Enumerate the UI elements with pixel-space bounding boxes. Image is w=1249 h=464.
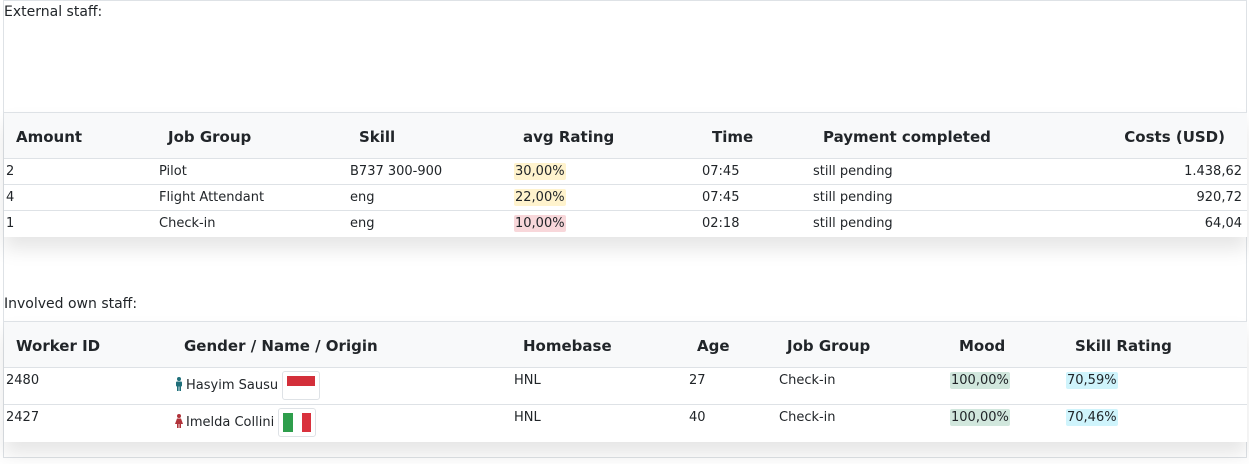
gender-name-origin-cell: Imelda Collini <box>174 408 317 437</box>
male-icon <box>176 377 182 391</box>
column-header-mood: Mood <box>959 337 1006 355</box>
italy-flag-icon <box>278 408 317 437</box>
external-staff-header-row: Amount Job Group Skill avg Rating Time P… <box>4 112 1247 159</box>
column-header-skill-rating: Skill Rating <box>1075 337 1172 355</box>
table-row: 2 Pilot B737 300-900 30,00% 07:45 still … <box>4 159 1247 185</box>
own-staff-table: Worker ID Gender / Name / Origin Homebas… <box>4 321 1247 442</box>
skill-cell: eng <box>350 190 375 205</box>
indonesia-flag-icon <box>282 371 321 400</box>
skill-cell: eng <box>350 216 375 231</box>
external-staff-table: Amount Job Group Skill avg Rating Time P… <box>4 112 1247 237</box>
column-header-payment-completed: Payment completed <box>823 128 991 146</box>
amount-cell: 1 <box>6 216 15 231</box>
column-header-time: Time <box>712 128 754 146</box>
column-header-costs: Costs (USD) <box>1124 128 1225 146</box>
skill-rating-badge: 70,59% <box>1066 372 1118 389</box>
avg-rating-badge: 10,00% <box>514 215 566 232</box>
table-row: 2480 Hasyim Sausu HNL 27 Check-in 100,00… <box>4 368 1247 405</box>
column-header-worker-id: Worker ID <box>16 337 101 355</box>
skill-rating-badge: 70,46% <box>1066 409 1118 426</box>
homebase-cell: HNL <box>514 410 541 425</box>
amount-cell: 2 <box>6 164 15 179</box>
avg-rating-badge: 30,00% <box>514 163 566 180</box>
column-header-age: Age <box>697 337 730 355</box>
own-staff-label: Involved own staff: <box>4 296 138 312</box>
costs-cell: 1.438,62 <box>1184 164 1242 179</box>
age-cell: 27 <box>689 373 706 388</box>
job-group-cell: Pilot <box>159 164 187 179</box>
column-header-skill: Skill <box>359 128 396 146</box>
skill-cell: B737 300-900 <box>350 164 443 179</box>
payment-status-cell: still pending <box>813 190 893 205</box>
column-header-job-group: Job Group <box>168 128 252 146</box>
homebase-cell: HNL <box>514 373 541 388</box>
worker-id-cell: 2480 <box>6 373 40 388</box>
avg-rating-badge: 22,00% <box>514 189 566 206</box>
own-staff-header-row: Worker ID Gender / Name / Origin Homebas… <box>4 321 1247 368</box>
costs-cell: 64,04 <box>1204 216 1242 231</box>
column-header-amount: Amount <box>16 128 83 146</box>
job-group-cell: Flight Attendant <box>159 190 265 205</box>
worker-name: Hasyim Sausu <box>186 378 279 393</box>
column-header-homebase: Homebase <box>523 337 612 355</box>
column-header-gender-name-origin: Gender / Name / Origin <box>184 337 378 355</box>
time-cell: 02:18 <box>702 216 740 231</box>
costs-cell: 920,72 <box>1196 190 1243 205</box>
mood-badge: 100,00% <box>950 409 1010 426</box>
age-cell: 40 <box>689 410 706 425</box>
amount-cell: 4 <box>6 190 15 205</box>
mood-badge: 100,00% <box>950 372 1010 389</box>
table-row: 2427 Imelda Collini HNL 40 Check-in 100,… <box>4 405 1247 442</box>
payment-status-cell: still pending <box>813 164 893 179</box>
female-icon <box>175 414 183 428</box>
worker-id-cell: 2427 <box>6 410 40 425</box>
payment-status-cell: still pending <box>813 216 893 231</box>
worker-name: Imelda Collini <box>186 415 275 430</box>
table-row: 1 Check-in eng 10,00% 02:18 still pendin… <box>4 211 1247 237</box>
job-group-cell: Check-in <box>159 216 216 231</box>
column-header-avg-rating: avg Rating <box>523 128 615 146</box>
time-cell: 07:45 <box>702 164 740 179</box>
panel-bottom-border <box>3 457 1247 458</box>
time-cell: 07:45 <box>702 190 740 205</box>
gender-name-origin-cell: Hasyim Sausu <box>174 371 321 400</box>
external-staff-label: External staff: <box>4 4 103 20</box>
job-group-cell: Check-in <box>779 410 836 425</box>
table-row: 4 Flight Attendant eng 22,00% 07:45 stil… <box>4 185 1247 211</box>
column-header-job-group: Job Group <box>787 337 871 355</box>
job-group-cell: Check-in <box>779 373 836 388</box>
